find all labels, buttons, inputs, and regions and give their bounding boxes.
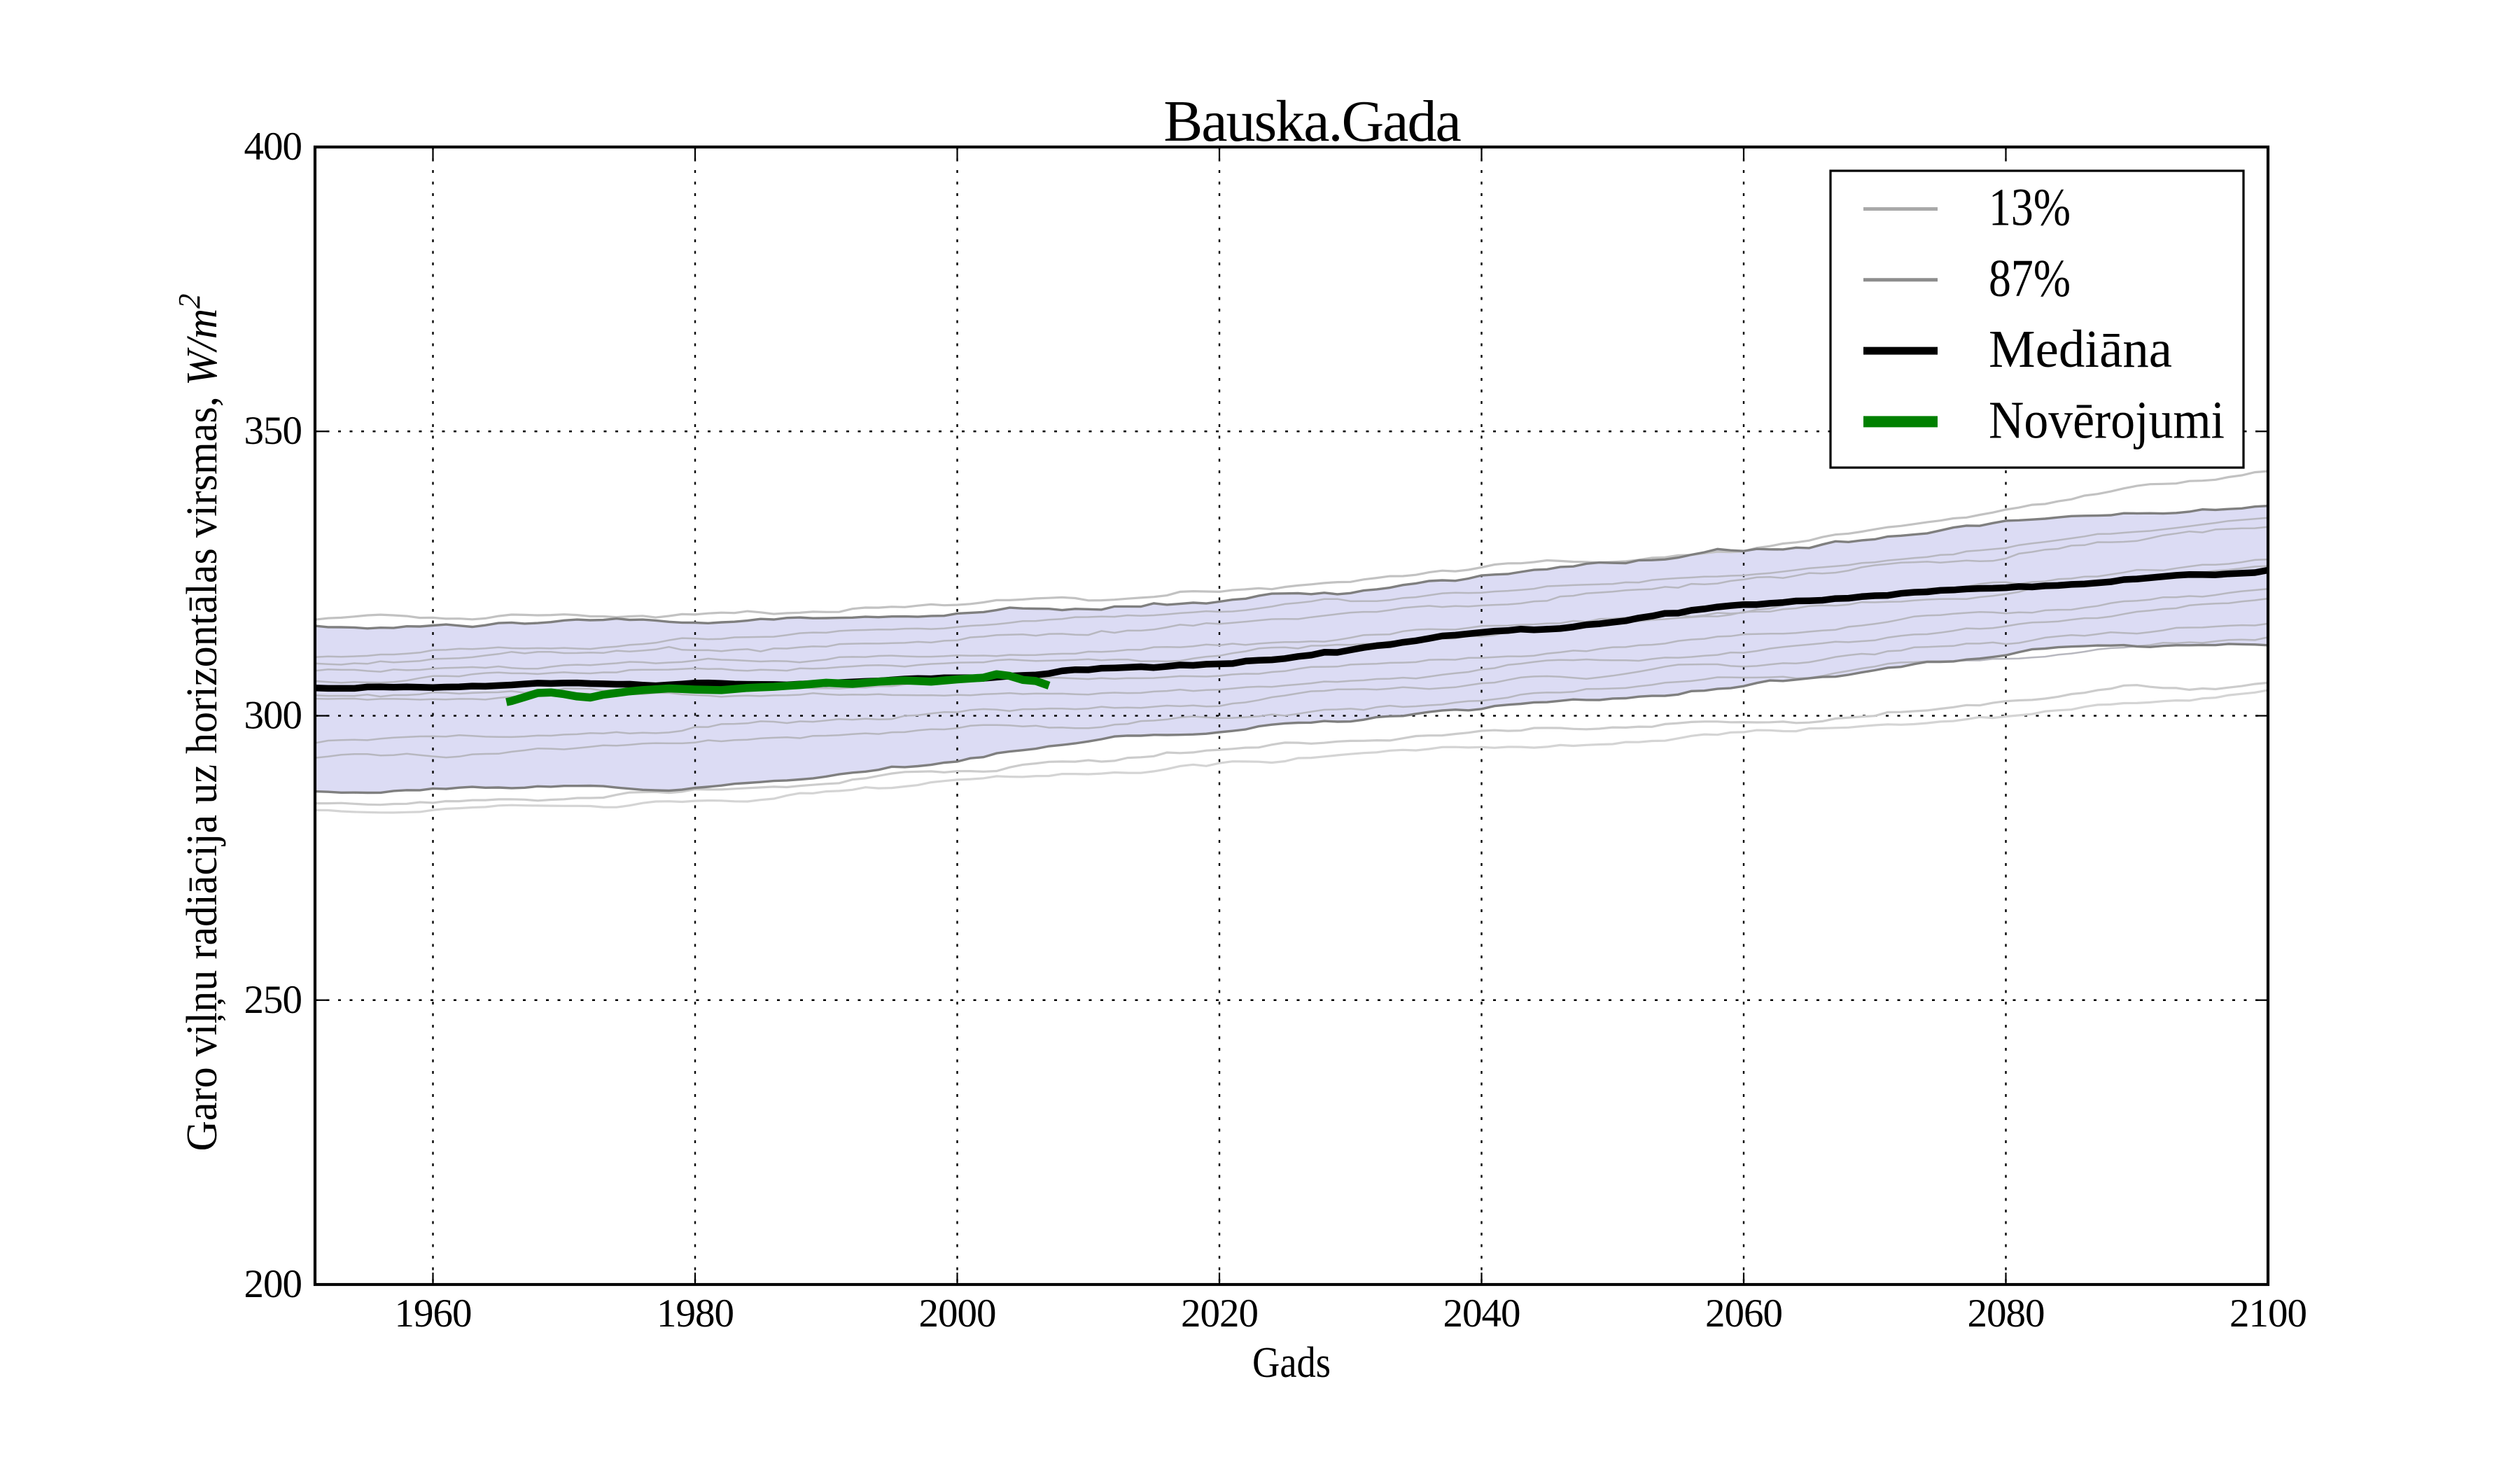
svg-text:2040: 2040 xyxy=(1443,1292,1520,1336)
svg-text:2060: 2060 xyxy=(1705,1292,1782,1336)
svg-text:250: 250 xyxy=(244,978,302,1022)
svg-text:400: 400 xyxy=(244,125,302,169)
svg-text:300: 300 xyxy=(244,694,302,738)
svg-text:Garo viļņu radiācija uz horizo: Garo viļņu radiācija uz horizontālas vir… xyxy=(172,294,226,1152)
svg-text:1960: 1960 xyxy=(395,1292,472,1336)
svg-text:13%: 13% xyxy=(1989,178,2071,237)
svg-text:Gads: Gads xyxy=(1252,1339,1331,1387)
svg-text:350: 350 xyxy=(244,409,302,453)
svg-text:2100: 2100 xyxy=(2230,1292,2306,1336)
svg-text:Mediāna: Mediāna xyxy=(1989,320,2172,379)
svg-text:2020: 2020 xyxy=(1181,1292,1258,1336)
svg-text:200: 200 xyxy=(244,1262,302,1306)
svg-text:Novērojumi: Novērojumi xyxy=(1989,391,2225,449)
svg-text:87%: 87% xyxy=(1989,249,2071,308)
svg-text:Bauska.Gada: Bauska.Gada xyxy=(1163,89,1461,154)
svg-text:1980: 1980 xyxy=(657,1292,734,1336)
svg-text:2080: 2080 xyxy=(1968,1292,2045,1336)
svg-text:2000: 2000 xyxy=(919,1292,996,1336)
